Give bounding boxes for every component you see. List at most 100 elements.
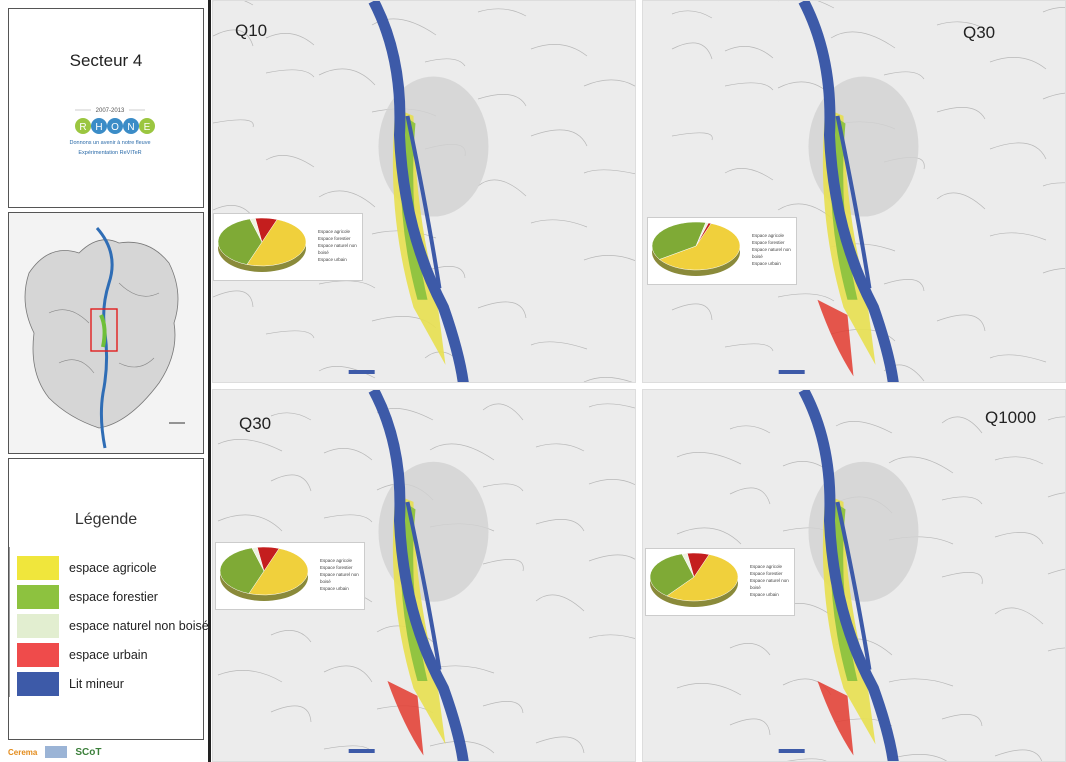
legend-panel: Légende espace agricole espace forestier… <box>8 458 209 740</box>
terrain-line <box>270 474 312 492</box>
pie-legend-item: Espace agricole <box>320 558 353 563</box>
terrain-line <box>429 741 495 754</box>
legend-item-lit-mineur: Lit mineur <box>17 671 124 697</box>
river-lit-mineur <box>798 1 899 382</box>
terrain-line <box>318 366 376 379</box>
pie-chart <box>649 552 739 607</box>
terrain-line <box>583 169 635 175</box>
terrain-line <box>318 190 376 208</box>
forestier-zone <box>400 115 428 300</box>
terrain-line <box>217 439 283 452</box>
terrain-line <box>213 29 254 47</box>
terrain-line <box>371 18 437 36</box>
terrain-line <box>778 1 835 9</box>
legend-swatch <box>17 672 59 696</box>
terrain-line <box>936 314 986 332</box>
pie-legend-item: Espace naturel non boisé <box>752 247 791 259</box>
terrain-line <box>989 57 1047 70</box>
terrain-line <box>1042 7 1065 13</box>
terrain-line <box>724 46 774 59</box>
terrain-line <box>989 142 1047 160</box>
scenario-label: Q30 <box>963 23 996 42</box>
terrain-line <box>994 532 1044 545</box>
terrain-line <box>318 68 376 86</box>
terrain-line <box>530 44 588 57</box>
terrain-line <box>530 341 588 350</box>
terrain-line <box>724 168 774 181</box>
pie-legend-item: Espace forestier <box>750 571 783 576</box>
terrain-line <box>676 527 742 545</box>
legend-label: espace naturel non boisé <box>69 619 209 633</box>
terrain-line <box>424 58 466 67</box>
logo-years: 2007-2013 <box>96 108 125 114</box>
map-panel: Q10 Espace agricole Espace forestier Espac… <box>212 0 636 383</box>
pie-legend: Espace agricole Espace forestier Espace na… <box>318 228 362 263</box>
scale-bar <box>348 749 375 753</box>
terrain-line <box>671 42 713 60</box>
terrain-line <box>530 219 588 228</box>
pie-slice-forestier <box>217 218 263 265</box>
map-panel: Q1000 Espace agricole Espace forestier Esp… <box>642 389 1066 762</box>
terrain-line <box>482 701 524 714</box>
terrain-line <box>777 293 835 302</box>
map-panel: Q30 Espace agricole Espace forestier Espac… <box>642 0 1066 383</box>
terrain-line <box>583 255 635 261</box>
map-canvas <box>213 1 635 382</box>
urbain-zone <box>817 299 854 377</box>
terrain-line <box>535 519 585 532</box>
sector-title: Secteur 4 <box>69 51 143 70</box>
terrain-line <box>588 403 635 409</box>
map-canvas <box>643 390 1065 761</box>
legend-swatch <box>17 643 59 667</box>
terrain-line <box>936 21 986 30</box>
svg-text:E: E <box>144 122 151 133</box>
pie-legend-item: Espace forestier <box>320 565 353 570</box>
legend-label: espace urbain <box>69 648 148 662</box>
partner-logos: Cerema SCoT <box>8 742 204 762</box>
terrain-line <box>213 119 254 128</box>
terrain-line <box>724 343 774 352</box>
terrain-line <box>213 1 254 6</box>
svg-text:R: R <box>79 122 86 133</box>
pie-box: Espace agricole Espace forestier Espace na… <box>215 542 365 610</box>
pie-legend-item: Espace agricole <box>750 564 783 569</box>
legend-swatch <box>17 614 59 638</box>
scenario-label: Q1000 <box>985 408 1037 427</box>
globe-logo <box>45 746 68 758</box>
svg-text:O: O <box>111 122 119 133</box>
river-channel <box>835 501 872 671</box>
logo-tagline: Donnons un avenir à notre fleuve <box>69 140 150 146</box>
terrain-line <box>583 79 635 87</box>
terrain-line <box>936 107 986 120</box>
terrain-line <box>941 416 983 434</box>
terrain-line <box>530 129 588 147</box>
forestier-zone <box>830 501 858 681</box>
terrain-line <box>786 758 827 761</box>
terrain-line <box>270 705 312 723</box>
pie-legend-item: Espace naturel non boisé <box>320 572 359 584</box>
terrain-line <box>1047 647 1065 652</box>
terrain-line <box>883 279 925 292</box>
cerema-logo: Cerema <box>8 747 38 757</box>
terrain-line <box>1042 92 1065 100</box>
terrain-line <box>588 634 635 639</box>
pie-legend-item: Espace urbain <box>320 586 349 591</box>
legend-divider <box>9 547 10 697</box>
scenario-label: Q30 <box>239 414 272 433</box>
pie-legend-item: Espace agricole <box>318 229 351 234</box>
title-panel: Secteur 4 2007-2013 R H O N E Donnons un… <box>8 8 204 208</box>
terrain-line <box>270 412 312 421</box>
rhone-logo: 2007-2013 R H O N E Donnons un avenir à … <box>55 104 165 164</box>
terrain-line <box>535 594 585 612</box>
pie-legend: Espace agricole Espace forestier Espace na… <box>320 557 364 592</box>
terrain-line <box>835 421 893 434</box>
map-panel: Q30 Espace agricole Espace forestier Espac… <box>212 389 636 762</box>
terrain-line <box>588 554 635 562</box>
terrain-line <box>535 736 585 754</box>
legend-item-agricole: espace agricole <box>17 555 157 581</box>
terrain-line <box>671 132 713 141</box>
pie-legend-item: Espace urbain <box>752 261 781 266</box>
terrain-line <box>323 665 373 683</box>
svg-text:N: N <box>127 122 134 133</box>
terrain-line <box>941 496 983 505</box>
